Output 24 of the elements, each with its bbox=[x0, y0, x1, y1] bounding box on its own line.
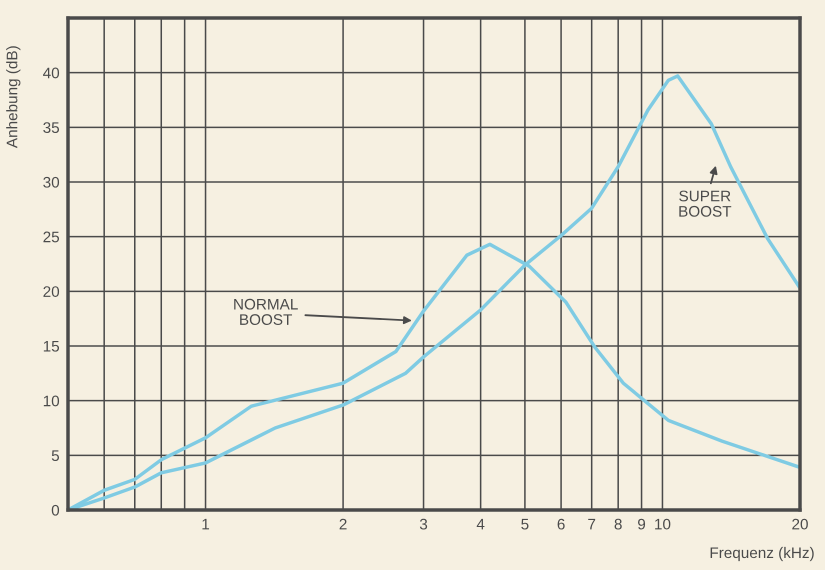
x-tick-label: 6 bbox=[558, 518, 565, 530]
y-tick-label: 0 bbox=[52, 504, 60, 516]
x-tick-label: 5 bbox=[521, 518, 529, 530]
y-tick-label: 30 bbox=[43, 176, 60, 188]
y-tick-label: 10 bbox=[44, 396, 60, 406]
x-tick-label: 7 bbox=[588, 518, 596, 530]
x-tick-label: 20 bbox=[792, 518, 808, 530]
x-tick-label: 4 bbox=[476, 518, 484, 530]
x-axis-title: Frequenz (kHz) bbox=[710, 546, 814, 562]
x-tick-label: 9 bbox=[638, 518, 646, 530]
y-axis-title: Anhebung (dB) bbox=[6, 46, 20, 148]
annotation: SUPER BOOST bbox=[679, 190, 732, 217]
x-tick-label: 10 bbox=[655, 518, 670, 530]
x-tick-label: 1 bbox=[202, 518, 210, 530]
x-tick-label: 8 bbox=[614, 518, 622, 530]
x-tick-label: 2 bbox=[340, 518, 347, 530]
annotation: NORMAL BOOST bbox=[234, 298, 298, 325]
y-tick-label: 25 bbox=[43, 232, 60, 242]
x-tick-label: 3 bbox=[420, 518, 428, 530]
y-tick-label: 5 bbox=[52, 450, 60, 462]
y-tick-label: 20 bbox=[43, 286, 60, 298]
y-tick-label: 35 bbox=[43, 122, 60, 134]
y-tick-label: 15 bbox=[44, 341, 60, 352]
y-tick-label: 40 bbox=[43, 68, 60, 78]
